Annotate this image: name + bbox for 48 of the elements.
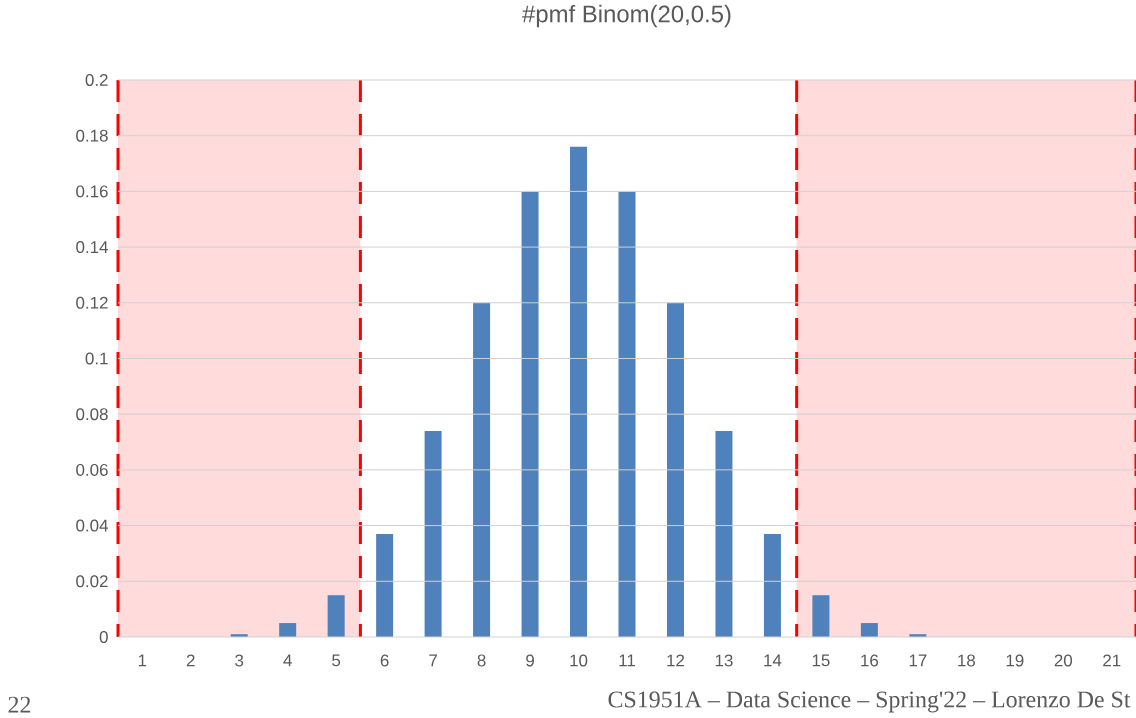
bar bbox=[860, 623, 878, 637]
bar bbox=[424, 430, 442, 637]
bar bbox=[376, 533, 394, 637]
y-tick-label: 0.02 bbox=[76, 575, 108, 588]
bar bbox=[327, 595, 345, 637]
x-tick-label: 2 bbox=[186, 654, 195, 667]
x-tick-label: 20 bbox=[1054, 654, 1073, 667]
x-tick-label: 8 bbox=[477, 654, 486, 667]
x-tick-label: 1 bbox=[138, 654, 147, 667]
x-tick-label: 18 bbox=[958, 654, 976, 667]
text: 22 bbox=[8, 696, 31, 713]
x-tick-label: 6 bbox=[380, 654, 389, 667]
x-tick-label: 15 bbox=[812, 654, 830, 667]
chart-title: #pmf Binom(20,0.5) bbox=[522, 4, 731, 28]
x-tick-label: 19 bbox=[1006, 654, 1024, 667]
y-tick-label: 0.14 bbox=[76, 241, 108, 254]
x-tick-label: 9 bbox=[526, 654, 534, 667]
x-tick-label: 4 bbox=[283, 654, 292, 667]
bar bbox=[279, 623, 297, 637]
y-tick-label: 0.12 bbox=[76, 296, 108, 309]
x-tick-label: 3 bbox=[235, 654, 244, 667]
x-tick-label: 14 bbox=[764, 654, 782, 667]
x-tick-label: 11 bbox=[619, 654, 635, 667]
y-tick-label: 0.04 bbox=[76, 519, 108, 532]
x-tick-label: 7 bbox=[429, 654, 437, 667]
bar bbox=[618, 191, 636, 637]
bar bbox=[521, 191, 539, 637]
x-tick-label: 16 bbox=[861, 654, 879, 667]
bar bbox=[812, 595, 830, 637]
x-tick-label: 21 bbox=[1103, 654, 1121, 667]
y-tick-label: 0.06 bbox=[76, 463, 108, 476]
bar bbox=[715, 430, 733, 637]
x-tick-label: 10 bbox=[570, 654, 588, 667]
x-tick-label: 17 bbox=[909, 654, 927, 667]
bar bbox=[666, 302, 684, 637]
y-tick-label: 0.08 bbox=[76, 408, 108, 421]
bar bbox=[763, 533, 781, 637]
x-tick-label: 5 bbox=[332, 654, 341, 667]
x-tick-label: 13 bbox=[715, 654, 733, 667]
text: CS1951A – Data Science – Spring'22 – Lorenzo De St bbox=[608, 691, 1131, 713]
y-tick-label: 0 bbox=[99, 630, 108, 643]
y-tick-label: 0.18 bbox=[76, 129, 108, 142]
y-tick-label: 0.1 bbox=[85, 352, 108, 365]
bar bbox=[570, 146, 588, 637]
y-tick-label: 0.2 bbox=[85, 73, 108, 86]
x-tick-label: 12 bbox=[667, 654, 685, 667]
y-tick-label: 0.16 bbox=[76, 185, 108, 198]
bar bbox=[473, 302, 491, 637]
